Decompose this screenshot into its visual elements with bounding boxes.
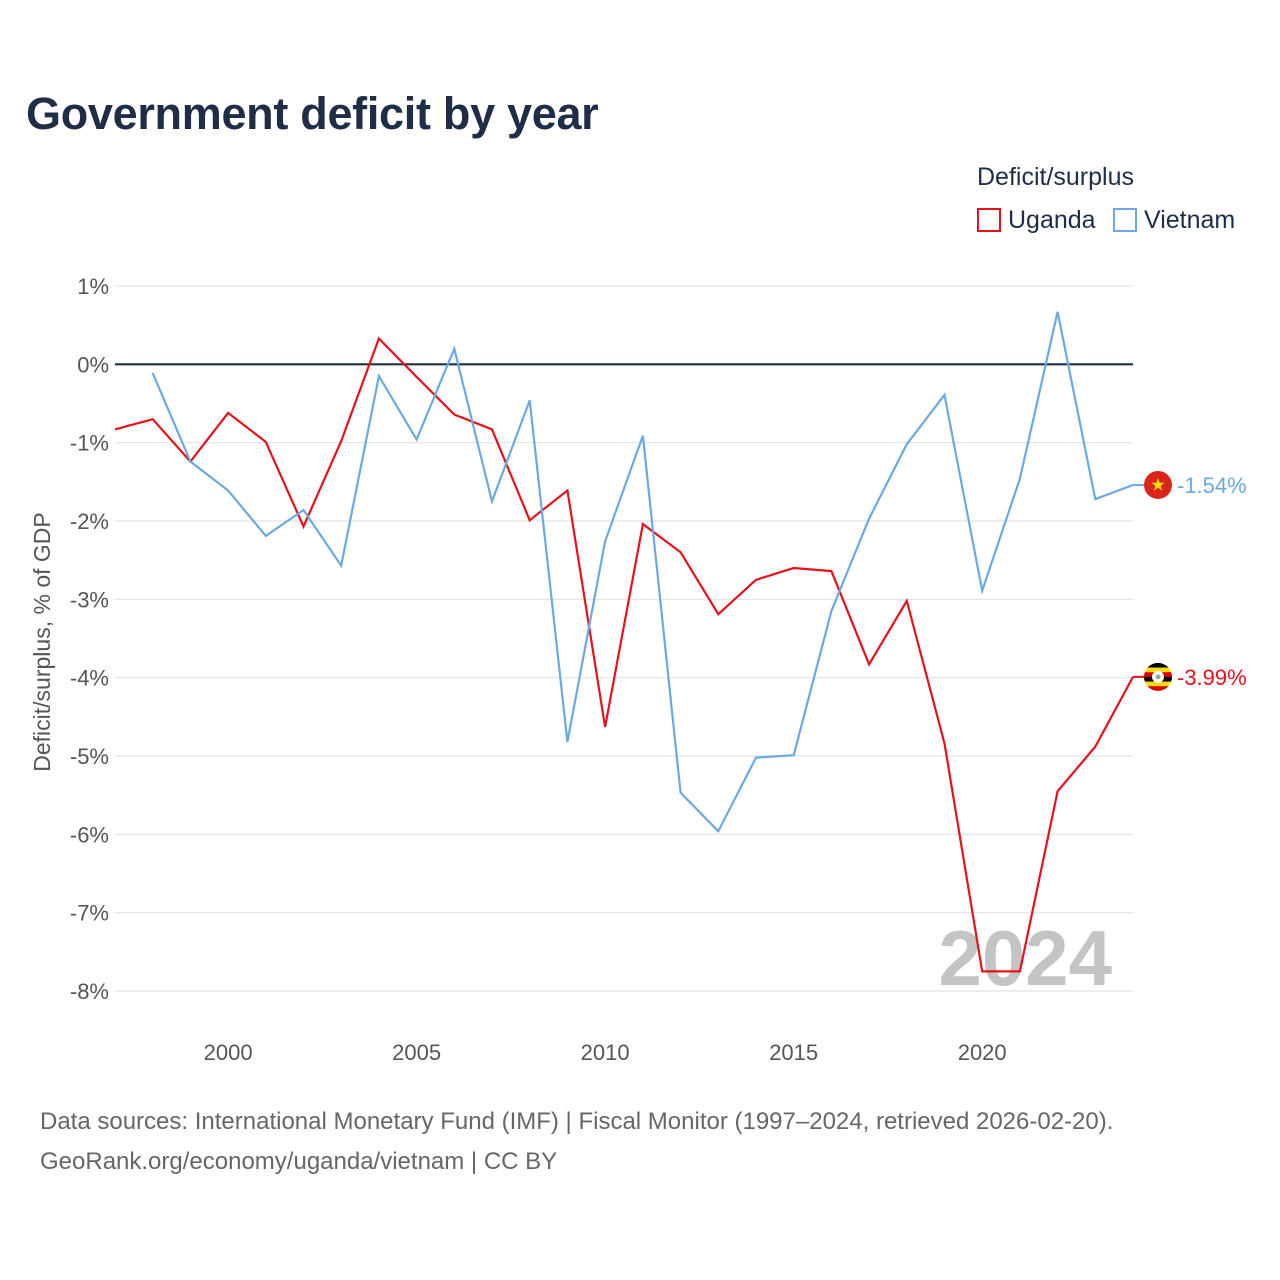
series-line-vietnam[interactable]	[151, 311, 1134, 834]
legend-title: Deficit/surplus	[977, 163, 1134, 191]
series-line-uganda[interactable]	[114, 336, 1134, 973]
y-tick-label: -6%	[70, 822, 109, 847]
year-watermark: 2024	[938, 914, 1112, 1002]
legend-swatch-uganda	[977, 208, 1001, 232]
x-tick-label: 2000	[204, 1040, 253, 1065]
legend-label-uganda: Uganda	[1008, 205, 1096, 234]
y-tick-label: -5%	[70, 744, 109, 769]
y-tick-label: -2%	[70, 509, 109, 534]
chart-title: Government deficit by year	[26, 88, 599, 139]
legend-swatch-vietnam	[1113, 208, 1137, 232]
y-axis-label: Deficit/surplus, % of GDP	[29, 512, 55, 771]
source-text: Data sources: International Monetary Fun…	[40, 1108, 1114, 1135]
y-tick-label: -1%	[70, 431, 109, 456]
grid-lines	[115, 285, 1133, 992]
source-link[interactable]: GeoRank.org/economy/uganda/vietnam | CC …	[40, 1148, 558, 1175]
end-value-label-uganda: -3.99%	[1177, 665, 1247, 690]
series-lines	[114, 311, 1134, 973]
y-tick-label: -3%	[70, 587, 109, 612]
legend-label-vietnam: Vietnam	[1144, 205, 1236, 234]
y-axis-ticks: 1% 0% -1% -2% -3% -4% -5% -6% -7% -8%	[70, 274, 109, 1004]
vietnam-flag-icon	[1144, 470, 1172, 499]
y-tick-label: -8%	[70, 979, 109, 1004]
x-tick-label: 2015	[769, 1040, 818, 1065]
x-axis-ticks: 2000 2005 2010 2015 2020	[204, 1040, 1007, 1065]
series-end-labels: -3.99% -1.54%	[1133, 470, 1247, 691]
y-tick-label: 0%	[77, 352, 109, 377]
y-tick-label: 1%	[77, 274, 109, 299]
y-tick-label: -4%	[70, 666, 109, 691]
legend-item-vietnam[interactable]: Vietnam	[1113, 205, 1235, 235]
uganda-flag-icon	[1144, 662, 1172, 691]
y-tick-label: -7%	[70, 901, 109, 926]
x-tick-label: 2005	[392, 1040, 441, 1065]
x-tick-label: 2010	[581, 1040, 630, 1065]
legend-item-uganda[interactable]: Uganda	[977, 205, 1096, 235]
x-tick-label: 2020	[958, 1040, 1007, 1065]
end-value-label-vietnam: -1.54%	[1177, 473, 1247, 498]
